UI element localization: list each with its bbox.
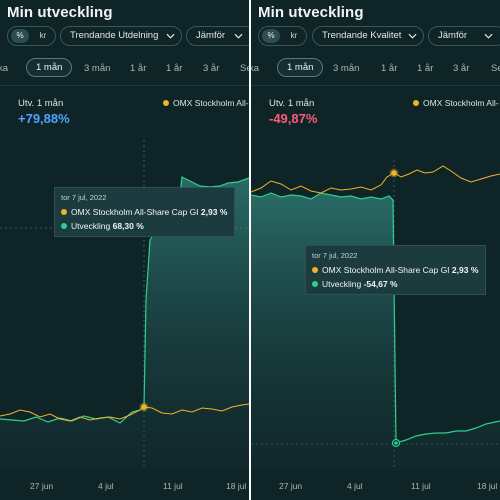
tooltip-utveckling-label: Utveckling <box>322 279 362 289</box>
right-omx-line <box>251 165 500 194</box>
tooltip-row-utveckling: Utveckling -54,67 % <box>312 279 398 289</box>
left-panel: Min utveckling % kr Trendande Utdelning … <box>0 0 249 500</box>
tooltip-utveckling-label: Utveckling <box>71 221 111 231</box>
x-tick: 18 jul <box>226 481 247 491</box>
compare-dropdown[interactable]: Jämför <box>186 26 249 46</box>
tooltip-row-omx: OMX Stockholm All-Share Cap GI 2,93 % <box>312 265 478 275</box>
tab-1-ar[interactable]: 1 år <box>381 63 398 74</box>
tab-3-ar[interactable]: 3 år <box>203 63 220 74</box>
page-title: Min utveckling <box>258 4 364 21</box>
tab-1-ar[interactable]: 1 år <box>130 63 147 74</box>
percent-option[interactable]: % <box>11 29 29 43</box>
x-tick: 4 jul <box>98 481 114 491</box>
compare-dropdown-label: Jämför <box>438 30 468 41</box>
legend-omx-label: OMX Stockholm All- <box>173 98 249 108</box>
performance-label: Utv. 1 mån <box>18 98 64 109</box>
tooltip-omx-value: 2,93 % <box>200 207 228 217</box>
strategy-dropdown[interactable]: Trendande Utdelning <box>60 26 182 46</box>
tab-1-ar-2[interactable]: 1 år <box>417 63 434 74</box>
tooltip-date: tor 7 jul, 2022 <box>61 193 107 202</box>
x-tick: 4 jul <box>347 481 363 491</box>
tab-partial-right[interactable]: Se <box>491 63 500 74</box>
chart-tooltip: tor 7 jul, 2022 OMX Stockholm All-Share … <box>54 187 235 237</box>
x-tick: 11 jul <box>163 481 183 491</box>
tab-partial-right[interactable]: Se <box>240 63 249 74</box>
utveckling-dot <box>312 280 318 287</box>
omx-dot <box>61 208 67 215</box>
performance-value: -49,87% <box>269 111 318 126</box>
unit-toggle[interactable]: % kr <box>258 26 307 46</box>
left-chart <box>0 140 249 470</box>
right-utveckling-area <box>251 193 500 470</box>
x-tick: 27 jun <box>279 481 303 491</box>
tooltip-omx-label: OMX Stockholm All-Share Cap GI <box>71 207 199 217</box>
x-tick: 18 jul <box>477 481 498 491</box>
omx-dot <box>312 266 318 273</box>
tab-1-man[interactable]: 1 mån <box>277 58 324 77</box>
legend-omx: OMX Stockholm All- <box>163 98 249 108</box>
tab-3-ar[interactable]: 3 år <box>453 63 470 74</box>
unit-toggle[interactable]: % kr <box>7 26 56 46</box>
tab-1-ar-2[interactable]: 1 år <box>166 63 183 74</box>
tab-partial-left[interactable]: ka <box>0 63 9 74</box>
performance-label: Utv. 1 mån <box>269 98 315 109</box>
legend-omx-dot <box>413 99 419 106</box>
strategy-dropdown[interactable]: Trendande Kvalitet <box>312 26 424 46</box>
x-tick: 27 jun <box>30 481 54 491</box>
left-omx-line <box>0 403 249 422</box>
tooltip-row-omx: OMX Stockholm All-Share Cap GI 2,93 % <box>61 207 227 217</box>
tooltip-omx-value: 2,93 % <box>451 265 479 275</box>
right-utveckling-line <box>251 192 500 444</box>
tooltip-date: tor 7 jul, 2022 <box>312 251 358 260</box>
legend-omx-label: OMX Stockholm All- <box>423 98 499 108</box>
chevron-down-icon <box>484 33 493 39</box>
panel-gap <box>249 0 251 500</box>
legend-omx: OMX Stockholm All- <box>413 98 499 108</box>
chevron-down-icon <box>166 33 175 39</box>
compare-dropdown-label: Jämför <box>196 30 226 41</box>
percent-option[interactable]: % <box>262 29 280 43</box>
tooltip-omx-label: OMX Stockholm All-Share Cap GI <box>322 265 450 275</box>
page-title: Min utveckling <box>7 4 113 21</box>
strategy-dropdown-label: Trendande Kvalitet <box>322 30 402 41</box>
tab-divider <box>251 85 500 86</box>
tooltip-utveckling-value: -54,67 % <box>363 279 398 289</box>
strategy-dropdown-label: Trendande Utdelning <box>70 30 159 41</box>
chevron-down-icon <box>234 33 243 39</box>
right-panel: Min utveckling % kr Trendande Kvalitet J… <box>251 0 500 500</box>
tab-3-man[interactable]: 3 mån <box>84 63 111 74</box>
x-tick: 11 jul <box>411 481 431 491</box>
chevron-down-icon <box>408 33 417 39</box>
left-utveckling-area <box>0 177 249 470</box>
tooltip-utveckling-value: 68,30 % <box>112 221 144 231</box>
performance-value: +79,88% <box>18 111 70 126</box>
tab-3-man[interactable]: 3 mån <box>333 63 360 74</box>
chart-tooltip: tor 7 jul, 2022 OMX Stockholm All-Share … <box>305 245 486 295</box>
compare-dropdown[interactable]: Jämför <box>428 26 500 46</box>
tab-divider <box>0 85 249 86</box>
kr-option[interactable]: kr <box>290 31 298 40</box>
tab-1-man[interactable]: 1 mån <box>26 58 73 77</box>
tab-partial-left[interactable]: ka <box>251 63 260 74</box>
utveckling-dot <box>61 222 67 229</box>
legend-omx-dot <box>163 99 169 106</box>
tooltip-row-utveckling: Utveckling 68,30 % <box>61 221 144 231</box>
kr-option[interactable]: kr <box>39 31 47 40</box>
